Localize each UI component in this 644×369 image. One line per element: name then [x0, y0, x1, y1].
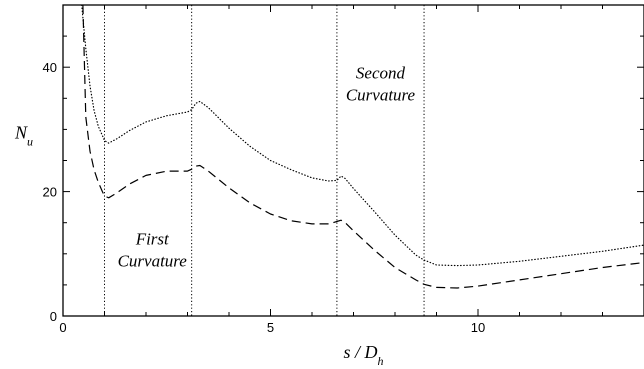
- y-axis: 0 20 40: [43, 4, 644, 324]
- annotation-line: Curvature: [118, 251, 188, 270]
- y-tick-label: 40: [43, 60, 57, 75]
- series-layer: [81, 5, 644, 289]
- x-axis-label-subscript: h: [378, 354, 384, 368]
- x-tick-label: 10: [471, 320, 485, 335]
- axis-ticks: 0 5 10 0 20 40: [43, 4, 644, 335]
- x-tick-label: 0: [59, 320, 66, 335]
- annotation-line: First: [135, 229, 170, 248]
- y-axis-label-main: N: [14, 123, 28, 143]
- series-dashed-line: [82, 5, 644, 289]
- y-axis-label-subscript: u: [27, 135, 33, 149]
- y-axis-label: Nu: [14, 123, 33, 149]
- x-axis-label-main: s / D: [343, 342, 377, 362]
- x-tick-label: 5: [267, 320, 274, 335]
- x-axis-label: s / Dh: [343, 342, 383, 368]
- curvature-boundary-lines: [104, 5, 425, 316]
- x-axis: 0 5 10: [59, 5, 644, 335]
- series-dotted-line: [81, 5, 644, 267]
- annotation-2: Second Curvature: [346, 63, 416, 104]
- y-tick-label: 20: [43, 185, 57, 200]
- annotation-line: Curvature: [346, 85, 416, 104]
- annotation-line: Second: [356, 63, 406, 82]
- y-tick-label: 0: [50, 309, 57, 324]
- annotation-1: First Curvature: [118, 229, 188, 270]
- annotation-layer: First Curvature Second Curvature: [118, 63, 416, 270]
